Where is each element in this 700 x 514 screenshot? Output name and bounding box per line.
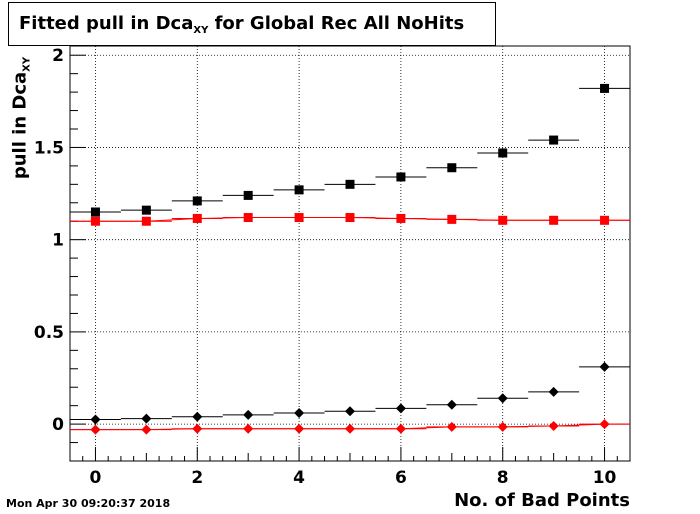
data-marks (70, 83, 630, 435)
data-point (141, 205, 151, 215)
data-point (549, 135, 559, 145)
y-tick-label: 0 (52, 415, 64, 435)
data-point (192, 411, 203, 422)
x-tick-label: 6 (395, 468, 407, 488)
grid-lines (70, 46, 630, 461)
data-point (192, 423, 203, 434)
data-point (141, 216, 151, 226)
data-point (396, 213, 406, 223)
plot-frame (69, 45, 631, 462)
data-point (345, 423, 355, 434)
data-point (497, 393, 508, 404)
y-tick-label: 1 (52, 231, 64, 251)
chart-title: Fitted pull in DcaXY for Global Rec All … (19, 13, 465, 36)
data-point (243, 190, 253, 200)
data-point (549, 215, 559, 225)
data-point (243, 423, 254, 434)
data-point (395, 403, 406, 414)
data-point (446, 421, 457, 432)
title-box: Fitted pull in DcaXY for Global Rec All … (8, 2, 496, 46)
data-point (141, 424, 152, 435)
datestamp: Mon Apr 30 09:20:37 2018 (6, 497, 171, 510)
y-axis-label: pull in DcaXY (9, 56, 33, 180)
data-point (141, 413, 152, 424)
data-point (294, 408, 305, 419)
data-point (294, 423, 305, 434)
data-point (548, 420, 559, 431)
data-point (599, 361, 610, 372)
data-point (447, 214, 457, 224)
axes (69, 45, 631, 462)
x-tick-label: 10 (593, 468, 617, 488)
data-point (600, 83, 610, 93)
data-point (90, 216, 100, 226)
data-point (90, 424, 101, 435)
data-point (294, 185, 304, 195)
data-point (192, 213, 202, 223)
data-point (497, 421, 508, 432)
data-point (447, 163, 457, 173)
series-3 (70, 419, 630, 435)
x-tick-label: 4 (293, 468, 305, 488)
data-point (396, 172, 406, 182)
data-point (345, 213, 355, 223)
series-0 (70, 83, 630, 217)
series-1 (70, 213, 630, 226)
data-point (192, 196, 202, 206)
data-point (548, 386, 559, 397)
data-point (243, 213, 253, 223)
data-point (345, 179, 355, 189)
data-point (600, 215, 610, 225)
data-point (599, 419, 610, 430)
tick-labels: 0 2 4 6 8 10 0 0.5 1 1.5 2 (34, 46, 617, 488)
series-2 (70, 361, 630, 425)
y-tick-label: 1.5 (34, 138, 64, 158)
x-tick-label: 2 (191, 468, 203, 488)
data-point (498, 215, 508, 225)
data-point (294, 213, 304, 223)
data-point (90, 414, 101, 425)
x-tick-label: 0 (90, 468, 102, 488)
data-point (446, 399, 457, 410)
data-point (345, 406, 355, 417)
x-axis-label: No. of Bad Points (454, 490, 630, 511)
data-point (395, 423, 406, 434)
x-tick-label: 8 (497, 468, 509, 488)
data-point (498, 148, 508, 158)
y-tick-label: 0.5 (34, 323, 64, 343)
data-point (243, 409, 254, 420)
y-tick-label: 2 (52, 46, 64, 66)
data-point (90, 207, 100, 217)
